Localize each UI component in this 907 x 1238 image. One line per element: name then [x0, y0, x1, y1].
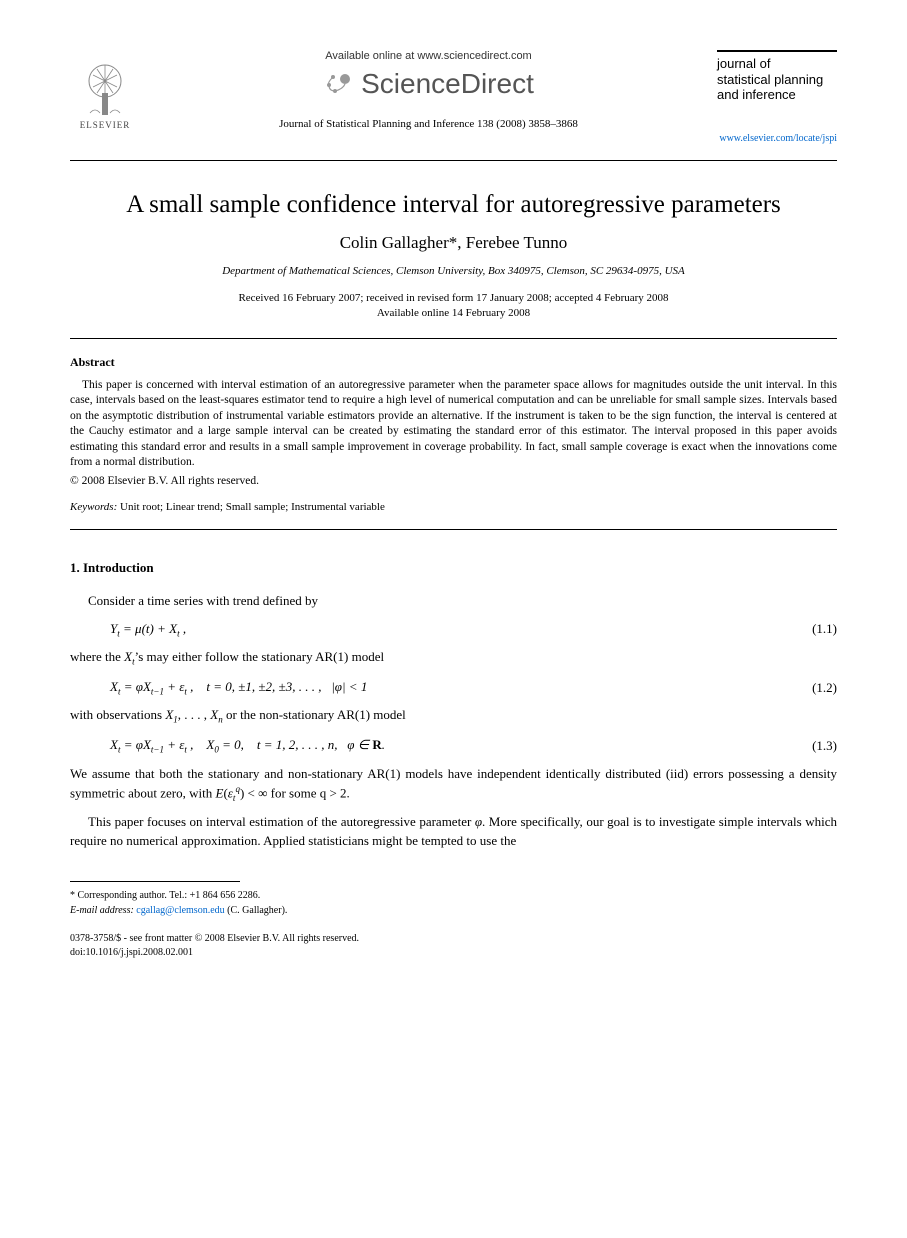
journal-line2: statistical planning [717, 72, 823, 87]
bottom-info: 0378-3758/$ - see front matter © 2008 El… [70, 932, 837, 960]
p4-text: We assume that both the stationary and n… [70, 766, 837, 801]
keywords: Keywords: Unit root; Linear trend; Small… [70, 501, 837, 513]
body-p3: with observations X1, . . . , Xn or the … [70, 706, 837, 727]
page-container: ELSEVIER Available online at www.science… [0, 0, 907, 1000]
p2-suffix: ’s may either follow the stationary AR(1… [135, 649, 384, 664]
journal-line1: journal of [717, 56, 770, 71]
body-p1: Consider a time series with trend define… [70, 592, 837, 611]
corresponding-author: * Corresponding author. Tel.: +1 864 656… [70, 888, 837, 903]
article-dates: Received 16 February 2007; received in r… [70, 291, 837, 322]
journal-url-link[interactable]: www.elsevier.com/locate/jspi [717, 133, 837, 144]
keywords-label: Keywords: [70, 501, 117, 513]
sciencedirect-icon [323, 69, 353, 99]
email-label: E-mail address: [70, 905, 134, 916]
abstract-copyright: © 2008 Elsevier B.V. All rights reserved… [70, 475, 837, 487]
eq3-number: (1.3) [812, 738, 837, 754]
journal-line3: and inference [717, 87, 796, 102]
keywords-text: Unit root; Linear trend; Small sample; I… [117, 501, 385, 513]
citation-text: Journal of Statistical Planning and Infe… [160, 118, 697, 130]
email-suffix: (C. Gallagher). [225, 905, 288, 916]
dates-line2: Available online 14 February 2008 [377, 307, 530, 319]
header-center: Available online at www.sciencedirect.co… [140, 50, 717, 130]
journal-name: journal of statistical planning and infe… [717, 56, 837, 103]
p2-prefix: where the [70, 649, 124, 664]
body-p5: This paper focuses on interval estimatio… [70, 813, 837, 851]
body-p2: where the Xt’s may either follow the sta… [70, 648, 837, 669]
footnote-block: * Corresponding author. Tel.: +1 864 656… [70, 888, 837, 918]
equation-1-2: Xt = φXt−1 + εt , t = 0, ±1, ±2, ±3, . .… [110, 679, 837, 697]
eq1-math: Yt = μ(t) + Xt , [110, 621, 186, 639]
email-link[interactable]: cgallag@clemson.edu [136, 905, 224, 916]
divider-rule [70, 338, 837, 339]
p4-suffix: for some q > 2. [267, 786, 349, 801]
authors: Colin Gallagher*, Ferebee Tunno [70, 233, 837, 253]
sciencedirect-text: ScienceDirect [361, 68, 534, 100]
sciencedirect-logo: ScienceDirect [323, 68, 534, 100]
equation-1-3: Xt = φXt−1 + εt , X0 = 0, t = 1, 2, . . … [110, 737, 837, 755]
elsevier-logo: ELSEVIER [70, 50, 140, 130]
divider-rule [70, 529, 837, 530]
equation-1-1: Yt = μ(t) + Xt , (1.1) [110, 621, 837, 639]
eq3-math: Xt = φXt−1 + εt , X0 = 0, t = 1, 2, . . … [110, 737, 385, 755]
issn-line: 0378-3758/$ - see front matter © 2008 El… [70, 932, 837, 946]
p5-prefix: This paper focuses on interval estimatio… [88, 814, 475, 829]
body-p4: We assume that both the stationary and n… [70, 765, 837, 806]
elsevier-label: ELSEVIER [80, 120, 131, 130]
abstract-heading: Abstract [70, 355, 837, 370]
section-1-heading: 1. Introduction [70, 560, 837, 576]
header-row: ELSEVIER Available online at www.science… [70, 50, 837, 144]
p3-suffix: or the non-stationary AR(1) model [223, 707, 406, 722]
eq2-math: Xt = φXt−1 + εt , t = 0, ±1, ±2, ±3, . .… [110, 679, 367, 697]
affiliation: Department of Mathematical Sciences, Cle… [70, 265, 837, 277]
email-line: E-mail address: cgallag@clemson.edu (C. … [70, 903, 837, 918]
eq2-number: (1.2) [812, 680, 837, 696]
journal-box: journal of statistical planning and infe… [717, 50, 837, 103]
eq1-number: (1.1) [812, 621, 837, 637]
abstract-text: This paper is concerned with interval es… [70, 378, 837, 471]
footnote-rule [70, 881, 240, 882]
divider-rule [70, 160, 837, 161]
p3-prefix: with observations [70, 707, 165, 722]
dates-line1: Received 16 February 2007; received in r… [238, 292, 668, 304]
elsevier-tree-icon [75, 63, 135, 118]
article-title: A small sample confidence interval for a… [70, 191, 837, 219]
journal-box-wrapper: journal of statistical planning and infe… [717, 50, 837, 144]
available-online-text: Available online at www.sciencedirect.co… [160, 50, 697, 62]
doi-line: doi:10.1016/j.jspi.2008.02.001 [70, 946, 837, 960]
